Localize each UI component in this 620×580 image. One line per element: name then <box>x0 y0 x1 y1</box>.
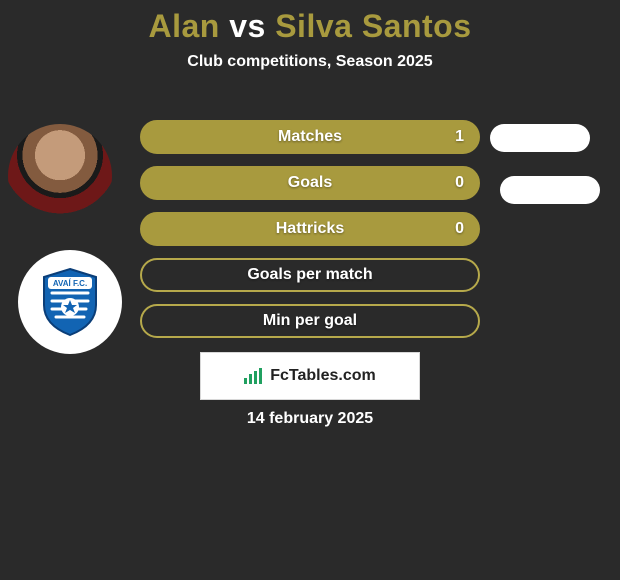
crest-text: AVAÍ F.C. <box>53 279 87 288</box>
stat-bar: Goals 0 <box>140 166 480 200</box>
stat-label: Goals <box>288 174 332 192</box>
stat-value: 0 <box>455 220 464 238</box>
stat-label: Min per goal <box>263 312 357 330</box>
stat-bar: Min per goal <box>140 304 480 338</box>
stat-label: Hattricks <box>276 220 344 238</box>
bar-chart-icon <box>244 368 264 384</box>
date-text: 14 february 2025 <box>0 410 620 428</box>
player2-club-crest: AVAÍ F.C. <box>18 250 122 354</box>
fctables-logo[interactable]: FcTables.com <box>200 352 420 400</box>
page-title: Alan vs Silva Santos <box>0 0 620 45</box>
club-shield-icon: AVAÍ F.C. <box>40 267 100 337</box>
stats-bars: Matches 1 Goals 0 Hattricks 0 Goals per match M… <box>140 120 480 350</box>
stat-label: Goals per match <box>247 266 372 284</box>
title-prefix: Alan <box>148 8 229 44</box>
stat-bar: Hattricks 0 <box>140 212 480 246</box>
stat-label: Matches <box>278 128 342 146</box>
stat-value: 0 <box>455 174 464 192</box>
subtitle: Club competitions, Season 2025 <box>0 53 620 71</box>
stat-value: 1 <box>455 128 464 146</box>
stat-bar: Goals per match <box>140 258 480 292</box>
title-suffix: Silva Santos <box>266 8 472 44</box>
comparison-pill <box>490 124 590 152</box>
player1-avatar <box>8 124 112 228</box>
comparison-pill <box>500 176 600 204</box>
title-vs: vs <box>229 8 266 44</box>
stat-bar: Matches 1 <box>140 120 480 154</box>
logo-text: FcTables.com <box>270 367 376 385</box>
